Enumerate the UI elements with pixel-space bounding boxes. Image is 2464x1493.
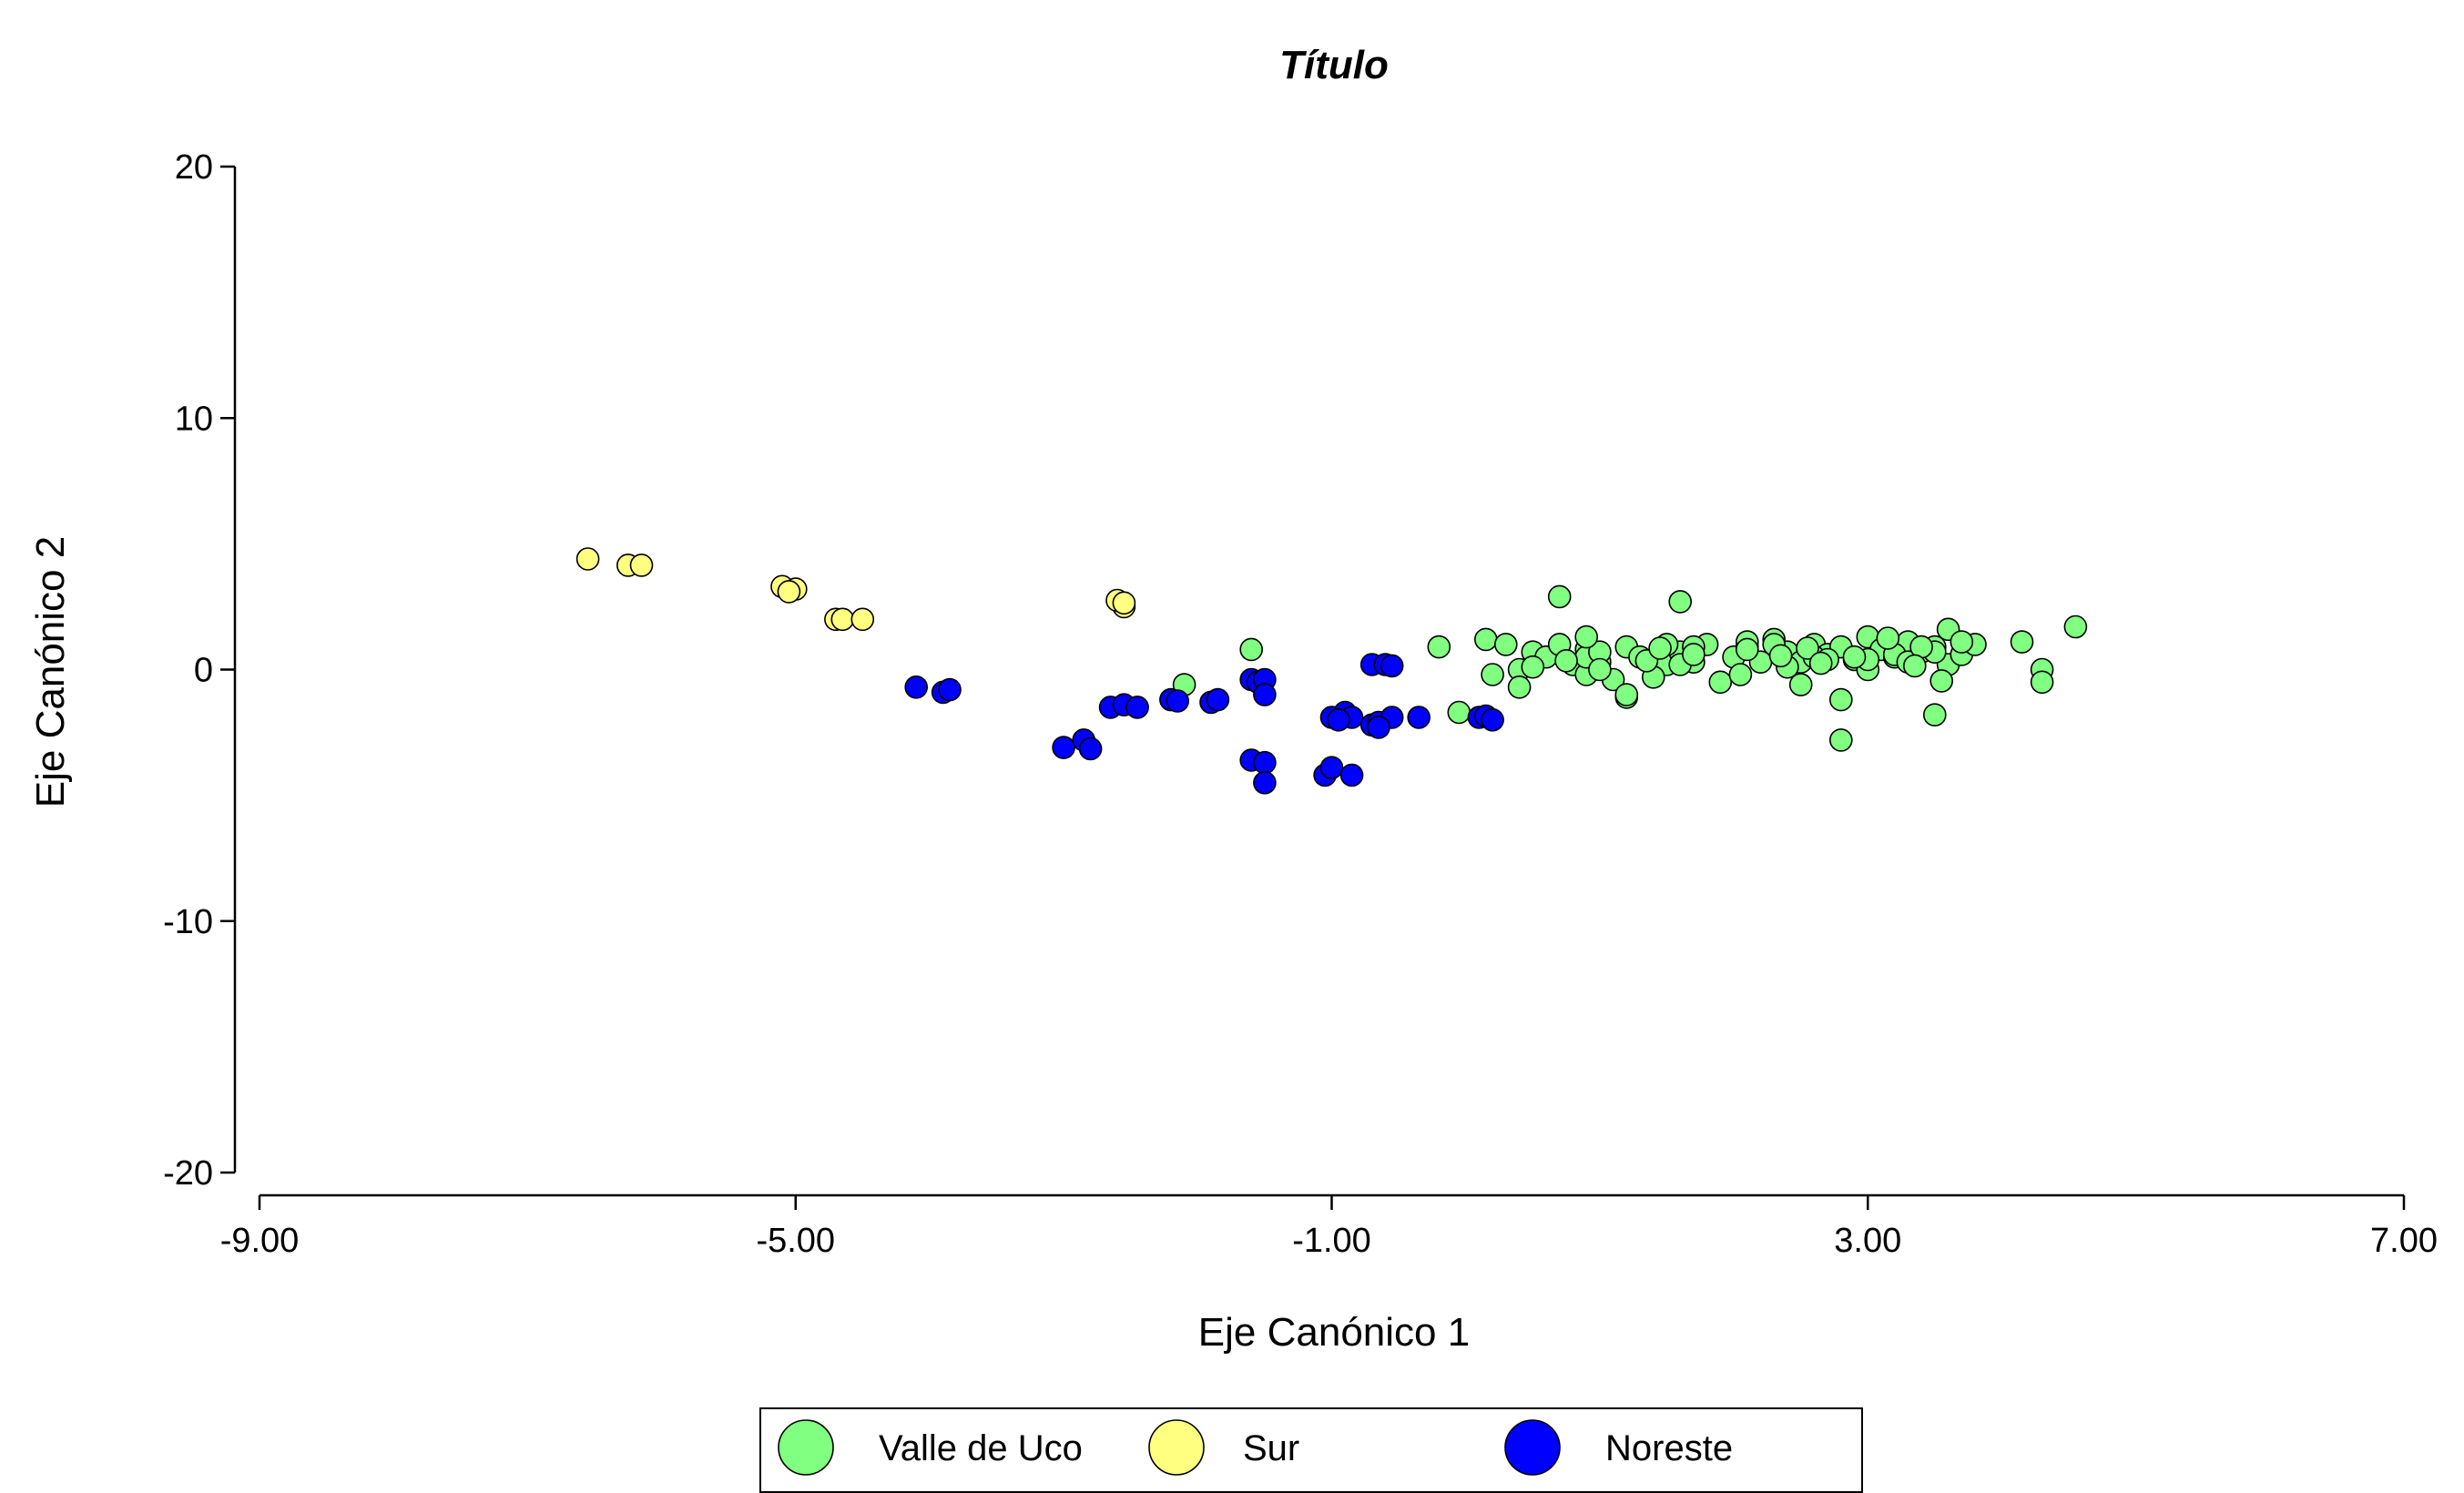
point-noreste — [1052, 736, 1075, 759]
legend-marker-noreste — [1504, 1419, 1561, 1476]
point-sur — [575, 547, 600, 571]
point-valle-de-uco — [1788, 673, 1813, 696]
point-sur — [1112, 591, 1136, 615]
x-axis-label: Eje Canónico 1 — [1198, 1310, 1470, 1355]
point-sur — [777, 580, 801, 604]
point-valle-de-uco — [1950, 630, 1974, 654]
point-valle-de-uco — [1474, 627, 1498, 652]
x-tick-label: -1.00 — [1292, 1222, 1371, 1260]
point-valle-de-uco — [2063, 614, 2088, 639]
point-noreste — [1078, 736, 1103, 761]
x-tick-label: -5.00 — [756, 1222, 835, 1260]
point-sur — [629, 554, 654, 577]
point-valle-de-uco — [1829, 687, 1853, 712]
y-axis-label: Eje Canónico 2 — [28, 536, 73, 807]
legend-box — [759, 1407, 1863, 1493]
point-valle-de-uco — [1796, 636, 1819, 660]
point-noreste — [1380, 654, 1404, 678]
legend: Valle de Uco Sur Noreste — [759, 1407, 1863, 1493]
chart-title: Título — [1279, 43, 1389, 87]
data-points — [575, 547, 2088, 795]
x-axis: -9.00 -5.00 -1.00 3.00 7.00 — [220, 1193, 2438, 1260]
legend-marker-valle-de-uco — [778, 1419, 834, 1476]
point-noreste — [904, 675, 929, 699]
point-valle-de-uco — [1903, 654, 1927, 678]
point-valle-de-uco — [1728, 663, 1753, 686]
point-valle-de-uco — [1239, 637, 1263, 662]
point-valle-de-uco — [1447, 700, 1471, 725]
point-noreste — [1339, 763, 1364, 787]
point-noreste — [1407, 706, 1431, 729]
point-valle-de-uco — [1554, 648, 1578, 673]
point-sur — [850, 607, 875, 632]
point-valle-de-uco — [1682, 643, 1705, 666]
y-tick-label: -10 — [163, 903, 213, 941]
point-valle-de-uco — [1574, 625, 1598, 649]
point-noreste — [1367, 716, 1390, 739]
point-valle-de-uco — [1829, 728, 1853, 752]
point-valle-de-uco — [1588, 657, 1612, 682]
point-sur — [830, 607, 855, 632]
point-valle-de-uco — [2030, 670, 2054, 695]
point-valle-de-uco — [1648, 636, 1672, 660]
x-tick-label: 3.00 — [1834, 1222, 1901, 1260]
point-noreste — [1253, 770, 1277, 795]
legend-label-noreste: Noreste — [1605, 1428, 1733, 1468]
point-valle-de-uco — [1547, 584, 1572, 609]
point-valle-de-uco — [1929, 669, 1953, 693]
point-valle-de-uco — [1614, 683, 1639, 706]
point-valle-de-uco — [1768, 644, 1793, 668]
point-valle-de-uco — [1736, 637, 1759, 662]
point-noreste — [1253, 683, 1277, 706]
point-valle-de-uco — [1668, 590, 1692, 614]
point-valle-de-uco — [1876, 626, 1900, 650]
point-noreste — [1253, 750, 1277, 775]
point-noreste — [1327, 707, 1350, 732]
point-valle-de-uco — [1842, 645, 1867, 669]
point-valle-de-uco — [1494, 633, 1518, 656]
legend-label-sur: Sur — [1243, 1428, 1299, 1468]
point-valle-de-uco — [1427, 635, 1451, 659]
point-noreste — [1206, 687, 1230, 712]
y-tick-label: 0 — [194, 652, 213, 690]
legend-marker-sur — [1148, 1419, 1205, 1476]
point-noreste — [938, 677, 962, 702]
legend-label-valle-de-uco: Valle de Uco — [879, 1428, 1083, 1468]
point-valle-de-uco — [2010, 630, 2034, 654]
y-axis: 20 10 0 -10 -20 — [163, 148, 237, 1193]
point-valle-de-uco — [1808, 651, 1833, 675]
point-valle-de-uco — [1923, 703, 1947, 727]
x-tick-label: 7.00 — [2370, 1222, 2438, 1260]
x-tick-label: -9.00 — [220, 1222, 300, 1260]
point-noreste — [1125, 696, 1149, 719]
point-noreste — [1319, 756, 1344, 780]
point-valle-de-uco — [1708, 670, 1733, 695]
point-noreste — [1481, 707, 1504, 732]
point-noreste — [1166, 689, 1189, 713]
y-tick-label: 20 — [175, 148, 213, 187]
y-tick-label: 10 — [175, 400, 213, 438]
point-valle-de-uco — [1481, 663, 1504, 686]
y-tick-label: -20 — [163, 1154, 213, 1193]
point-valle-de-uco — [1521, 655, 1545, 679]
point-valle-de-uco — [1507, 675, 1532, 699]
